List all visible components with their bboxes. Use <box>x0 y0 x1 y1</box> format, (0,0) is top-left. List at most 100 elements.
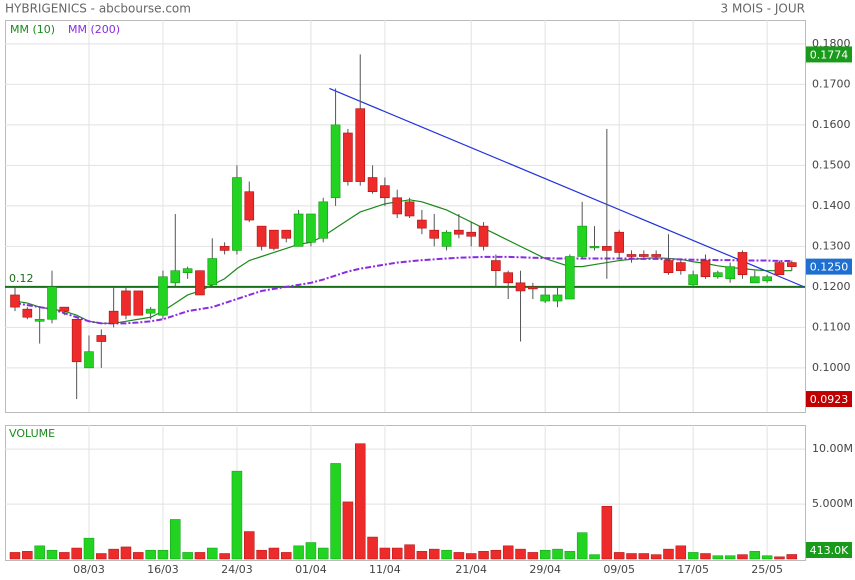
volume-bar <box>712 555 724 560</box>
candle-body <box>269 229 279 249</box>
volume-bar <box>46 549 58 560</box>
volume-bar <box>9 552 21 560</box>
volume-bar <box>194 552 206 560</box>
x-tick-label: 25/05 <box>751 563 783 576</box>
legend-entry: MM (10) <box>10 23 55 36</box>
volume-bar <box>478 551 489 560</box>
candle-body <box>441 231 452 247</box>
candle-body <box>602 246 612 251</box>
volume-bar <box>71 547 82 560</box>
candle-body <box>614 231 624 253</box>
candle-body <box>429 229 440 239</box>
x-tick-label: 09/05 <box>603 563 635 576</box>
candle-body <box>466 231 477 237</box>
price-tag <box>806 258 852 275</box>
volume-tick-label: 10.00M <box>812 442 853 455</box>
volume-bar <box>663 548 674 560</box>
candle-body <box>170 270 181 284</box>
period: 3 MOIS - JOUR <box>721 2 805 16</box>
y-tick-label: 0.1000 <box>812 361 851 374</box>
volume-bar <box>59 552 70 560</box>
volume-bar <box>133 552 144 560</box>
volume-bar <box>749 551 761 560</box>
candle-body <box>725 266 735 280</box>
volume-bar <box>786 554 798 560</box>
volume-bar <box>613 552 625 560</box>
volume-bar <box>564 551 576 560</box>
volume-bar <box>293 545 304 560</box>
x-tick-label: 17/05 <box>677 563 709 576</box>
candle-body <box>158 276 168 316</box>
candle-body <box>59 306 70 312</box>
candle-body <box>404 201 415 217</box>
volume-bar <box>145 549 156 560</box>
candle-body <box>417 219 427 229</box>
price-tag-label: 0.1250 <box>810 261 849 274</box>
x-tick-label: 29/04 <box>529 563 561 576</box>
candle-body <box>786 262 797 267</box>
volume-bar <box>527 552 539 560</box>
volume-bar <box>761 555 773 560</box>
candle-body <box>713 272 723 278</box>
volume-bar <box>700 553 711 560</box>
volume-bar <box>589 554 600 560</box>
y-tick-label: 0.1200 <box>812 280 851 293</box>
volume-bar <box>305 542 317 560</box>
volume-bar <box>490 549 502 560</box>
candle-body <box>380 185 390 199</box>
volume-bar <box>539 549 551 560</box>
candle-body <box>515 282 526 292</box>
volume-bar <box>318 547 329 560</box>
candle-body <box>540 294 550 302</box>
price-tag-label: 0.1774 <box>810 48 849 61</box>
moving-average <box>14 199 792 324</box>
volume-bar <box>404 544 415 560</box>
candle-body <box>10 294 20 308</box>
y-tick-label: 0.1400 <box>812 199 851 212</box>
price-tag <box>806 391 852 408</box>
y-tick-label: 0.1700 <box>812 77 851 90</box>
candle-body <box>219 246 230 251</box>
candle-body <box>22 308 33 318</box>
volume-bar <box>601 506 613 560</box>
candle-body <box>133 290 144 316</box>
volume-bar <box>774 556 785 560</box>
candle-body <box>256 225 267 247</box>
volume-bar <box>268 547 280 560</box>
trendline <box>329 87 805 288</box>
candle-body <box>367 177 378 193</box>
volume-bar <box>441 549 452 560</box>
candle-body <box>565 256 575 300</box>
candle-body <box>330 124 341 199</box>
volume-bar <box>219 553 230 560</box>
candle-body <box>503 272 514 284</box>
candle-body <box>71 318 82 363</box>
volume-bar <box>416 551 428 560</box>
candle-body <box>145 308 156 314</box>
chart-title: HYBRIGENICS - abcbourse.com <box>5 2 191 16</box>
candle-body <box>478 225 489 247</box>
candle-body <box>491 260 501 271</box>
volume-bar <box>281 552 292 560</box>
x-tick-label: 21/04 <box>455 563 487 576</box>
volume-bar <box>330 463 341 560</box>
volume-bar <box>502 545 514 560</box>
candle-body <box>749 276 760 284</box>
volume-bar <box>687 552 699 560</box>
volume-bar <box>244 531 255 560</box>
volume-bar <box>342 501 354 560</box>
candle-body <box>663 260 674 273</box>
candle-body <box>108 310 119 324</box>
x-tick-label: 01/04 <box>295 563 327 576</box>
volume-bar <box>170 519 181 560</box>
volume-bar <box>83 537 95 560</box>
candle-body <box>589 246 600 249</box>
x-tick-label: 11/04 <box>369 563 401 576</box>
volume-bar <box>96 553 107 560</box>
volume-bar <box>379 547 391 560</box>
x-tick-label: 16/03 <box>147 563 179 576</box>
volume-bar <box>626 553 637 560</box>
volume-bar <box>638 553 650 560</box>
x-tick-label: 24/03 <box>221 563 253 576</box>
volume-bar <box>34 545 45 560</box>
